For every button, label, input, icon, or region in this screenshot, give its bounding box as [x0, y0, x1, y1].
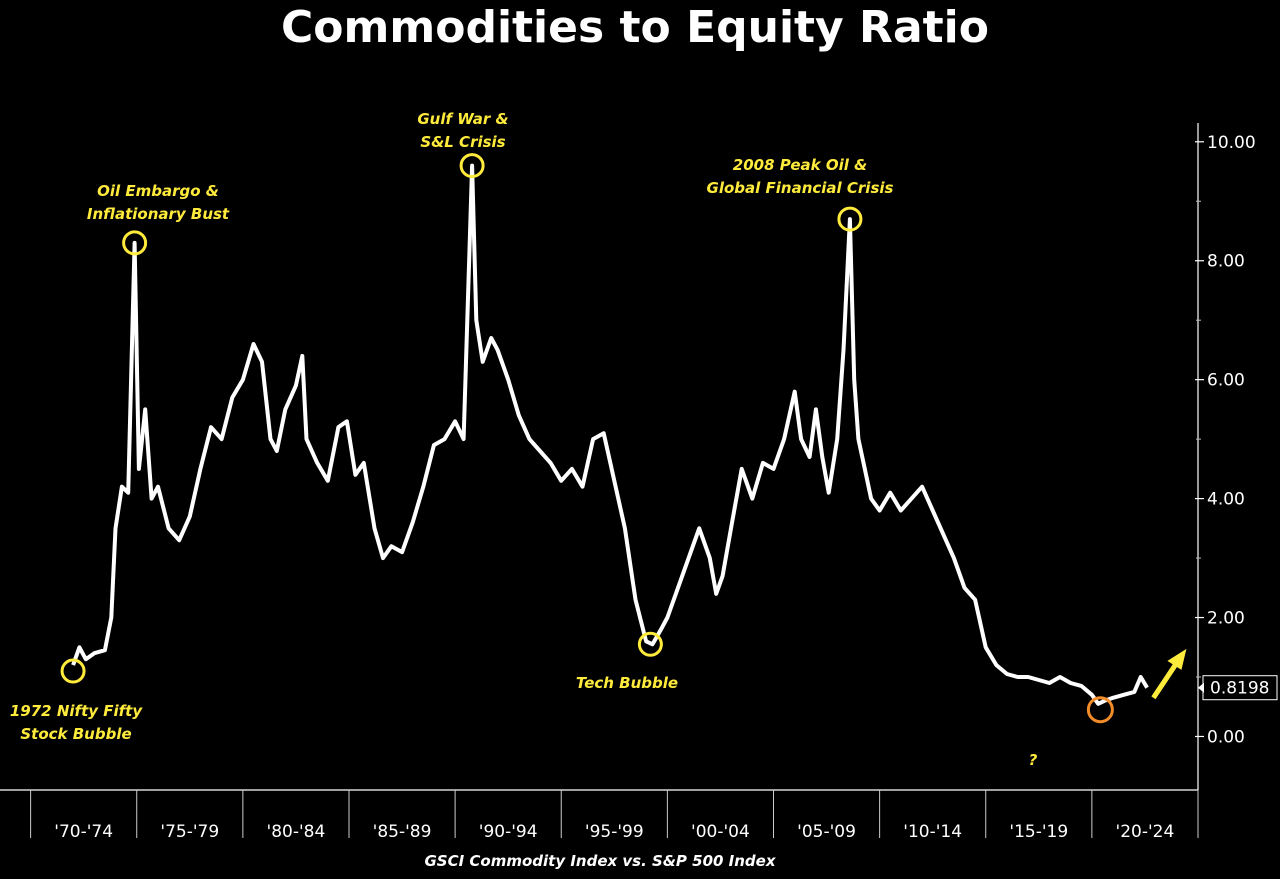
x-tick-label: '20-'24 [1116, 822, 1175, 842]
axes [0, 123, 1199, 791]
x-tick-label: '15-'19 [1009, 822, 1068, 842]
annotation-label: Gulf War & [417, 110, 508, 128]
y-tick-label: 8.00 [1207, 252, 1245, 272]
annotations: Oil Embargo & Inflationary Bust Gulf War &… [10, 110, 1038, 769]
annotation-label: Global Financial Crisis [707, 179, 894, 197]
peak-marker [60, 658, 86, 684]
x-tick-label: '85-'89 [373, 822, 432, 842]
y-tick-label: 4.00 [1207, 490, 1245, 510]
x-tick-label: '05-'09 [797, 822, 856, 842]
peak-marker [122, 230, 148, 256]
y-ticks: 0.00 2.00 4.00 6.00 8.00 10.00 [1195, 133, 1256, 747]
x-axis-label: GSCI Commodity Index vs. S&P 500 Index [424, 852, 776, 870]
x-tick-label: '95-'99 [585, 822, 644, 842]
x-tick-label: '70-'74 [54, 822, 113, 842]
current-low-marker [1086, 696, 1114, 724]
x-ticks: '70-'74 '75-'79 '80-'84 '85-'89 '90-'94 '95-'… [30, 790, 1199, 842]
y-tick-label: 0.00 [1207, 727, 1245, 747]
last-value-box [1202, 675, 1278, 701]
peak-marker [837, 206, 863, 232]
annotation-label: S&L Crisis [420, 133, 505, 151]
x-tick-label: '10-'14 [903, 822, 962, 842]
x-tick-label: '75-'79 [160, 822, 219, 842]
last-value-text: 0.8198 [1210, 679, 1269, 699]
x-tick-label: '00-'04 [691, 822, 750, 842]
last-value-badge: 0.8198 [1198, 675, 1278, 701]
chart-title: Commodities to Equity Ratio [281, 2, 989, 53]
annotation-label: 2008 Peak Oil & [733, 156, 867, 174]
y-tick-label: 6.00 [1207, 371, 1245, 391]
annotation-label: Tech Bubble [576, 674, 678, 692]
series-line [71, 163, 1149, 706]
peak-marker [637, 631, 663, 657]
annotation-label: Oil Embargo & [97, 182, 219, 200]
annotation-label: 1972 Nifty Fifty [10, 702, 143, 720]
y-tick-label: 10.00 [1207, 133, 1256, 153]
annotation-markers [60, 153, 1187, 724]
peak-marker [459, 153, 485, 179]
annotation-label: Stock Bubble [20, 725, 131, 743]
y-tick-label: 2.00 [1207, 609, 1245, 629]
annotation-label: Inflationary Bust [87, 205, 230, 223]
x-tick-label: '90-'94 [479, 822, 538, 842]
annotation-label: ? [1029, 751, 1038, 769]
up-arrow-shaft [1151, 660, 1180, 700]
x-tick-label: '80-'84 [267, 822, 326, 842]
last-value-pointer [1198, 682, 1204, 693]
up-arrow-head [1167, 648, 1187, 670]
